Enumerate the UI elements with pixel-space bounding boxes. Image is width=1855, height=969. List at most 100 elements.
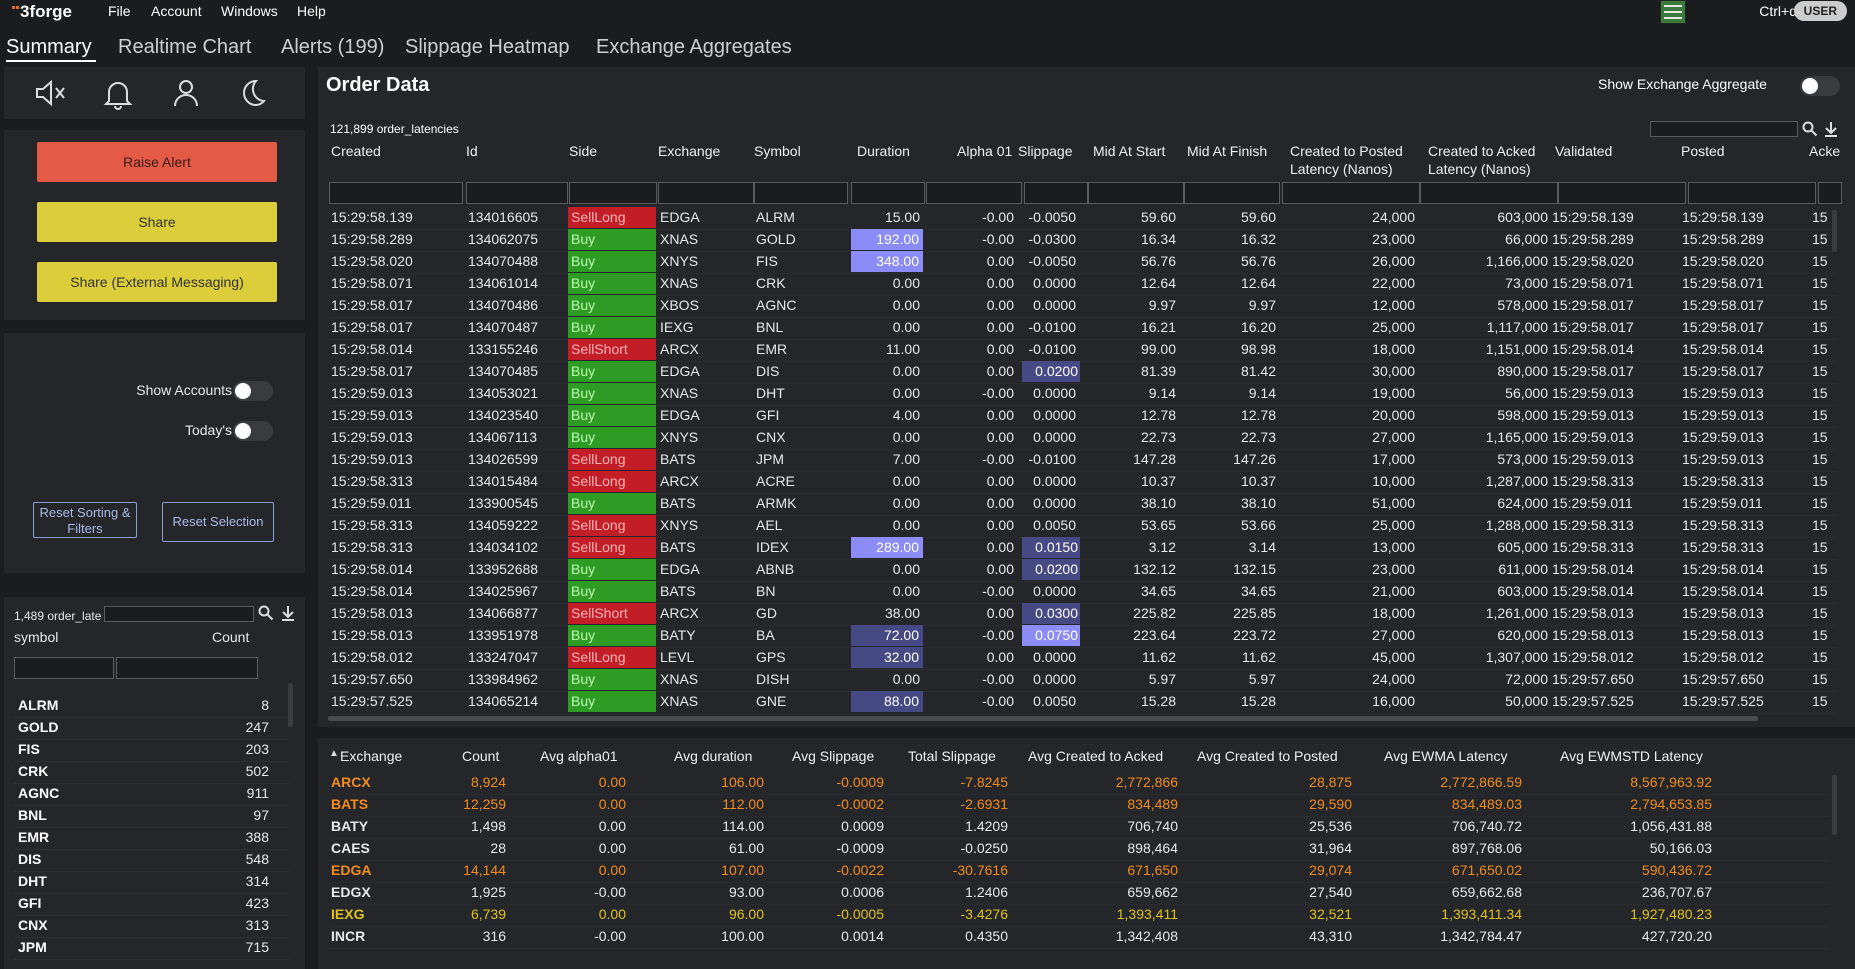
symbol-column-header[interactable]: symbol bbox=[14, 629, 59, 645]
count-filter-input[interactable] bbox=[116, 657, 258, 679]
menu-windows[interactable]: Windows bbox=[221, 3, 278, 19]
show-accounts-toggle[interactable] bbox=[233, 381, 273, 401]
column-header[interactable]: Total Slippage bbox=[908, 748, 996, 764]
table-row[interactable]: 15:29:58.017 134070486 Buy XBOS AGNC 0.00 0.00… bbox=[329, 295, 1837, 318]
table-row[interactable]: 15:29:57.525 134065214 Buy XNAS GNE 88.00 -0.0… bbox=[329, 691, 1837, 714]
reset-sorting-button[interactable]: Reset Sorting & Filters bbox=[33, 502, 137, 538]
column-filter-input[interactable] bbox=[851, 182, 925, 204]
tab-exchange-aggregates[interactable]: Exchange Aggregates bbox=[596, 36, 792, 58]
table-row[interactable]: 15:29:58.289 134062075 Buy XNAS GOLD 192.00 -0… bbox=[329, 229, 1837, 252]
column-filter-input[interactable] bbox=[466, 182, 568, 204]
tab-alerts[interactable]: Alerts (199) bbox=[281, 36, 385, 58]
column-filter-input[interactable] bbox=[569, 182, 657, 204]
todays-toggle[interactable] bbox=[233, 421, 273, 441]
column-header[interactable]: Alpha 01 bbox=[957, 143, 1013, 159]
tab-realtime-chart[interactable]: Realtime Chart bbox=[118, 36, 252, 58]
column-header[interactable]: Id bbox=[466, 143, 478, 159]
show-exchange-aggregate-toggle[interactable] bbox=[1800, 76, 1840, 96]
column-header[interactable]: Avg alpha01 bbox=[540, 748, 618, 764]
column-filter-input[interactable] bbox=[1282, 182, 1420, 204]
raise-alert-button[interactable]: Raise Alert bbox=[37, 142, 277, 182]
list-item[interactable]: EMR 388 bbox=[14, 827, 289, 850]
column-header[interactable]: Avg EWMA Latency bbox=[1384, 748, 1508, 764]
column-header[interactable]: Created to Posted Latency (Nanos) bbox=[1290, 143, 1403, 177]
mute-icon[interactable] bbox=[32, 75, 68, 111]
column-header[interactable]: Symbol bbox=[754, 143, 801, 159]
list-item[interactable]: CNX 313 bbox=[14, 915, 289, 938]
table-row[interactable]: 15:29:58.012 133247047 SellLong LEVL GPS 32.0… bbox=[329, 647, 1837, 670]
user-badge[interactable]: USER bbox=[1793, 1, 1847, 21]
table-row[interactable]: 15:29:59.013 134026599 SellLong BATS JPM 7.00… bbox=[329, 449, 1837, 472]
download-icon[interactable] bbox=[1823, 121, 1839, 140]
reset-selection-button[interactable]: Reset Selection bbox=[162, 502, 274, 542]
list-item[interactable]: JPM 715 bbox=[14, 937, 289, 960]
column-filter-input[interactable] bbox=[1420, 182, 1558, 204]
column-filter-input[interactable] bbox=[1088, 182, 1184, 204]
table-row[interactable]: EDGX 1,925 -0.00 93.00 0.0006 1.2406 659,662 27… bbox=[329, 882, 1829, 905]
list-item[interactable]: FIS 203 bbox=[14, 739, 289, 762]
column-header[interactable]: Created bbox=[331, 143, 381, 159]
list-item[interactable]: BNL 97 bbox=[14, 805, 289, 828]
column-header[interactable]: Exchange bbox=[340, 748, 403, 764]
order-search-input[interactable] bbox=[1650, 121, 1798, 137]
column-header[interactable]: Count bbox=[462, 748, 500, 764]
table-row[interactable]: 15:29:58.014 133952688 Buy EDGA ABNB 0.00 0.00… bbox=[329, 559, 1837, 582]
column-header[interactable]: Avg Created to Acked bbox=[1028, 748, 1164, 764]
symbol-scrollbar[interactable] bbox=[288, 683, 293, 727]
search-icon[interactable] bbox=[258, 605, 274, 624]
layout-grid-icon[interactable] bbox=[1660, 0, 1686, 24]
user-icon[interactable] bbox=[168, 75, 204, 111]
column-header[interactable]: Exchange bbox=[658, 143, 721, 159]
search-icon[interactable] bbox=[1802, 121, 1818, 140]
column-header[interactable]: Created to Acked Latency (Nanos) bbox=[1428, 143, 1536, 177]
table-row[interactable]: 15:29:58.139 134016605 SellLong EDGA ALRM 15.… bbox=[329, 207, 1837, 230]
table-row[interactable]: 15:29:59.013 134067113 Buy XNYS CNX 0.00 0.00 0… bbox=[329, 427, 1837, 450]
table-row[interactable]: 15:29:58.313 134059222 SellLong XNYS AEL 0.00… bbox=[329, 515, 1837, 538]
list-item[interactable]: AGNC 911 bbox=[14, 783, 289, 806]
column-header[interactable]: Duration bbox=[857, 143, 910, 159]
table-row[interactable]: EDGA 14,144 0.00 107.00 -0.0022 -30.7616 671,6… bbox=[329, 860, 1829, 883]
symbol-search-input[interactable] bbox=[104, 606, 254, 622]
menu-file[interactable]: File bbox=[108, 3, 131, 19]
list-item[interactable]: ALRM 8 bbox=[14, 695, 289, 718]
table-row[interactable]: 15:29:59.013 134053021 Buy XNAS DHT 0.00 -0.00… bbox=[329, 383, 1837, 406]
table-row[interactable]: 15:29:59.013 134023540 Buy EDGA GFI 4.00 0.00 0… bbox=[329, 405, 1837, 428]
column-header[interactable]: Slippage bbox=[1018, 143, 1073, 159]
column-filter-input[interactable] bbox=[1024, 182, 1088, 204]
table-row[interactable]: ARCX 8,924 0.00 106.00 -0.0009 -7.8245 2,772,8… bbox=[329, 772, 1829, 795]
table-row[interactable]: IEXG 6,739 0.00 96.00 -0.0005 -3.4276 1,393,41… bbox=[329, 904, 1829, 927]
table-row[interactable]: 15:29:59.011 133900545 Buy BATS ARMK 0.00 0.00… bbox=[329, 493, 1837, 516]
bell-icon[interactable] bbox=[100, 75, 136, 111]
share-external-button[interactable]: Share (External Messaging) bbox=[37, 262, 277, 302]
table-row[interactable]: 15:29:58.017 134070487 Buy IEXG BNL 0.00 0.00-… bbox=[329, 317, 1837, 340]
table-row[interactable]: BATY 1,498 0.00 114.00 0.0009 1.4209 706,740 25… bbox=[329, 816, 1829, 839]
list-item[interactable]: GFI 423 bbox=[14, 893, 289, 916]
table-row[interactable]: 15:29:58.071 134061014 Buy XNAS CRK 0.00 0.00 0… bbox=[329, 273, 1837, 296]
table-row[interactable]: INCR 316 -0.00 100.00 0.0014 0.4350 1,342,408 4… bbox=[329, 926, 1829, 949]
download-icon[interactable] bbox=[280, 605, 296, 624]
moon-icon[interactable] bbox=[234, 75, 270, 111]
column-filter-input[interactable] bbox=[1184, 182, 1280, 204]
column-filter-input[interactable] bbox=[926, 182, 1022, 204]
column-filter-input[interactable] bbox=[1558, 182, 1686, 204]
table-row[interactable]: 15:29:58.313 134034102 SellLong BATS IDEX 289… bbox=[329, 537, 1837, 560]
table-row[interactable]: 15:29:58.013 133951978 Buy BATY BA 72.00 -0.00… bbox=[329, 625, 1837, 648]
column-header[interactable]: Avg duration bbox=[674, 748, 753, 764]
column-header[interactable]: Mid At Finish bbox=[1187, 143, 1268, 159]
column-header[interactable]: Avg EWMSTD Latency bbox=[1560, 748, 1703, 764]
table-row[interactable]: 15:29:57.650 133984962 Buy XNAS DISH 0.00 -0.0… bbox=[329, 669, 1837, 692]
column-header[interactable]: Acke bbox=[1809, 143, 1841, 159]
tab-slippage-heatmap[interactable]: Slippage Heatmap bbox=[405, 36, 570, 58]
column-header[interactable]: Side bbox=[569, 143, 598, 159]
tab-summary[interactable]: Summary bbox=[6, 36, 92, 58]
list-item[interactable]: DHT 314 bbox=[14, 871, 289, 894]
table-row[interactable]: BATS 12,259 0.00 112.00 -0.0002 -2.6931 834,48… bbox=[329, 794, 1829, 817]
order-horizontal-scrollbar[interactable] bbox=[328, 716, 1758, 721]
table-row[interactable]: 15:29:58.013 134066877 SellShort ARCX GD 38.0… bbox=[329, 603, 1837, 626]
count-column-header[interactable]: Count bbox=[212, 629, 250, 645]
table-row[interactable]: 15:29:58.014 133155246 SellShort ARCX EMR 11.… bbox=[329, 339, 1837, 362]
column-header[interactable]: Validated bbox=[1555, 143, 1613, 159]
column-header[interactable]: Avg Created to Posted bbox=[1197, 748, 1338, 764]
list-item[interactable]: GOLD 247 bbox=[14, 717, 289, 740]
column-filter-input[interactable] bbox=[329, 182, 463, 204]
